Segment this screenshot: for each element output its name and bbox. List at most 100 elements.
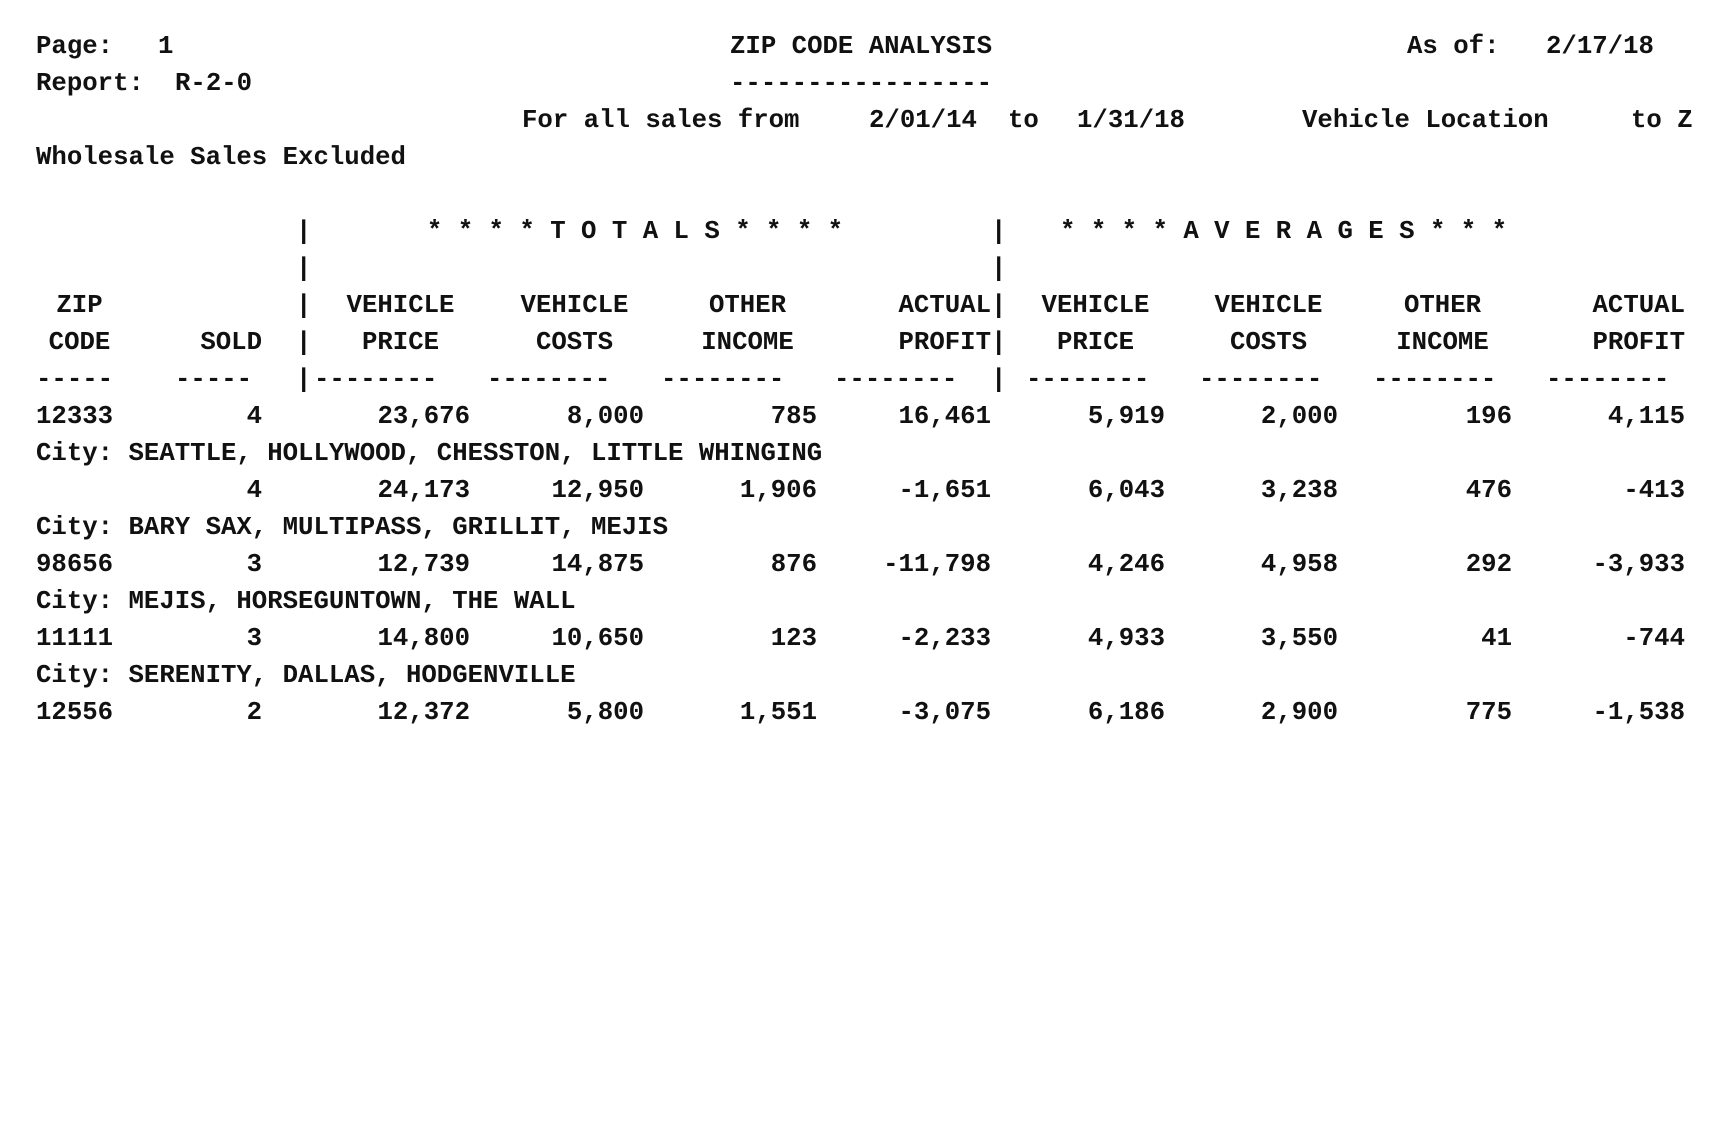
col-avg-price-bottom: PRICE [1056,328,1135,357]
as-of-date: 2/17/18 [1546,32,1654,61]
header-line-4: Wholesale Sales Excluded [36,139,406,176]
col-avg-costs-top: VEHICLE [1214,291,1323,320]
cell-tot-costs: 5,800 [566,698,644,727]
column-rule-line: ----- ----- | -------- -------- --------… [36,361,1669,398]
cell-avg-costs: 3,238 [1260,476,1338,505]
col-tot-profit-rule: -------- [834,365,958,394]
cell-tot-profit: -1,651 [898,476,992,505]
city-list: City: SERENITY, DALLAS, HODGENVILLE [36,661,576,690]
cell-avg-profit: -744 [1623,624,1685,653]
report-title: ZIP CODE ANALYSIS [730,32,993,61]
cell-avg-price: 4,246 [1087,550,1165,579]
cell-sold: 4 [246,476,262,505]
col-avg-income-top: OTHER [1403,291,1482,320]
cell-avg-costs: 2,900 [1260,698,1338,727]
cell-tot-profit: -2,233 [898,624,992,653]
cell-zip: 11111 [36,624,114,653]
cell-tot-income: 1,906 [739,476,817,505]
cell-tot-income: 785 [770,402,817,431]
table-row: 12556 2 12,372 5,800 1,551 -3,075 6,186 … [36,694,1685,731]
cell-tot-costs: 14,875 [551,550,645,579]
cell-avg-income: 292 [1465,550,1512,579]
report-id: R-2-0 [175,69,253,98]
cell-zip: 12556 [36,698,114,727]
col-sold-rule: ----- [175,365,253,394]
cell-avg-profit: 4,115 [1607,402,1685,431]
title-underline: ----------------- [730,69,993,98]
col-avg-price-top: VEHICLE [1041,291,1150,320]
cell-tot-profit: -11,798 [883,550,991,579]
col-avg-costs-rule: -------- [1199,365,1323,394]
city-line: City: MEJIS, HORSEGUNTOWN, THE WALL [36,583,576,620]
col-tot-profit-bottom: PROFIT [898,328,992,357]
table-row: 98656 3 12,739 14,875 876 -11,798 4,246 … [36,546,1685,583]
column-separator: | [991,328,1007,357]
col-tot-price-top: VEHICLE [346,291,455,320]
column-separator: | [991,217,1007,246]
date-range-prefix: For all sales from [522,106,800,135]
cell-tot-price: 12,372 [377,698,471,727]
location-range: to Z [1631,106,1693,135]
cell-avg-income: 775 [1465,698,1512,727]
separator-line: | | [36,250,1006,287]
as-of-label: As of: [1407,32,1500,61]
cell-avg-costs: 3,550 [1260,624,1338,653]
cell-avg-costs: 4,958 [1260,550,1338,579]
cell-avg-profit: -3,933 [1592,550,1686,579]
totals-group-label: * * * * T O T A L S * * * * [426,217,844,246]
cell-avg-profit: -1,538 [1592,698,1686,727]
cell-sold: 3 [246,624,262,653]
report-label: Report: [36,69,144,98]
header-line-1: Page: 1 ZIP CODE ANALYSIS As of: 2/17/18 [36,28,1654,65]
col-sold-bottom: SOLD [200,328,262,357]
cell-tot-income: 123 [770,624,817,653]
cell-zip: 98656 [36,550,114,579]
cell-sold: 2 [246,698,262,727]
cell-tot-income: 1,551 [739,698,817,727]
col-avg-costs-bottom: COSTS [1229,328,1308,357]
cell-tot-price: 24,173 [377,476,471,505]
column-separator: | [296,291,312,320]
col-tot-income-bottom: INCOME [701,328,794,357]
col-avg-price-rule: -------- [1026,365,1150,394]
city-line: City: BARY SAX, MULTIPASS, GRILLIT, MEJI… [36,509,668,546]
table-row: 4 24,173 12,950 1,906 -1,651 6,043 3,238… [36,472,1685,509]
cell-tot-costs: 8,000 [566,402,644,431]
col-tot-profit-top: ACTUAL [898,291,992,320]
col-tot-costs-rule: -------- [487,365,611,394]
column-header-line-2: CODE SOLD | PRICE COSTS INCOME PROFIT | … [36,324,1685,361]
cell-avg-income: 476 [1465,476,1512,505]
date-to: 1/31/18 [1077,106,1185,135]
averages-group-label: * * * * A V E R A G E S * * * [1060,217,1508,246]
col-tot-price-bottom: PRICE [361,328,440,357]
cell-tot-profit: 16,461 [898,402,992,431]
col-tot-income-rule: -------- [661,365,785,394]
cell-avg-price: 6,043 [1087,476,1165,505]
cell-avg-income: 41 [1481,624,1512,653]
col-zip-bottom: CODE [48,328,111,357]
cell-avg-profit: -413 [1623,476,1685,505]
col-tot-price-rule: -------- [314,365,438,394]
col-zip-rule: ----- [36,365,114,394]
col-zip-top: ZIP [56,291,103,320]
header-line-2: Report: R-2-0 ----------------- [36,65,992,102]
column-separator: | [991,291,1007,320]
column-separator: | [991,365,1007,394]
cell-avg-price: 5,919 [1087,402,1165,431]
column-separator: | [296,328,312,357]
city-line: City: SERENITY, DALLAS, HODGENVILLE [36,657,576,694]
date-to-label: to [1008,106,1039,135]
col-avg-profit-top: ACTUAL [1592,291,1686,320]
cell-sold: 4 [246,402,262,431]
column-header-line-1: ZIP | VEHICLE VEHICLE OTHER ACTUAL | VEH… [36,287,1685,324]
cell-tot-profit: -3,075 [898,698,992,727]
wholesale-note: Wholesale Sales Excluded [36,143,406,172]
header-line-3: For all sales from 2/01/14 to 1/31/18 Ve… [36,102,1693,139]
cell-avg-income: 196 [1465,402,1512,431]
date-from: 2/01/14 [869,106,977,135]
cell-tot-costs: 10,650 [551,624,645,653]
cell-tot-price: 14,800 [377,624,471,653]
cell-avg-price: 4,933 [1087,624,1165,653]
cell-avg-costs: 2,000 [1260,402,1338,431]
cell-zip: 12333 [36,402,114,431]
